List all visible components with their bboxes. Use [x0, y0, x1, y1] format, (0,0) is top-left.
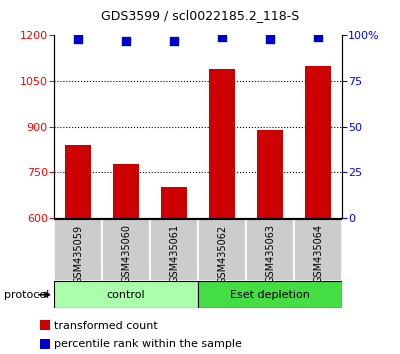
Point	[123, 38, 129, 44]
Bar	[257, 130, 283, 218]
Text: control: control	[107, 290, 145, 300]
Bar	[113, 164, 139, 218]
Bar	[54, 281, 198, 308]
Bar	[150, 219, 198, 281]
Text: protocol: protocol	[4, 290, 49, 300]
Text: percentile rank within the sample: percentile rank within the sample	[54, 339, 242, 349]
Bar	[102, 219, 150, 281]
Bar	[198, 219, 246, 281]
Bar	[54, 219, 102, 281]
Bar	[198, 281, 342, 308]
Bar	[246, 219, 294, 281]
Bar	[305, 66, 331, 218]
Text: GSM435060: GSM435060	[121, 224, 131, 284]
Point	[219, 34, 225, 40]
Point	[267, 36, 273, 42]
Text: GSM435064: GSM435064	[313, 224, 323, 284]
Text: GDS3599 / scl0022185.2_118-S: GDS3599 / scl0022185.2_118-S	[101, 9, 299, 22]
Point	[75, 36, 81, 42]
Text: GSM435062: GSM435062	[217, 224, 227, 284]
Point	[315, 34, 321, 40]
Bar	[294, 219, 342, 281]
Text: transformed count: transformed count	[54, 321, 158, 331]
Point	[171, 38, 177, 44]
Bar	[161, 187, 187, 218]
Bar	[65, 145, 91, 218]
Text: GSM435059: GSM435059	[73, 224, 83, 284]
Text: GSM435061: GSM435061	[169, 224, 179, 284]
Bar	[209, 69, 235, 218]
Text: Eset depletion: Eset depletion	[230, 290, 310, 300]
Text: GSM435063: GSM435063	[265, 224, 275, 284]
